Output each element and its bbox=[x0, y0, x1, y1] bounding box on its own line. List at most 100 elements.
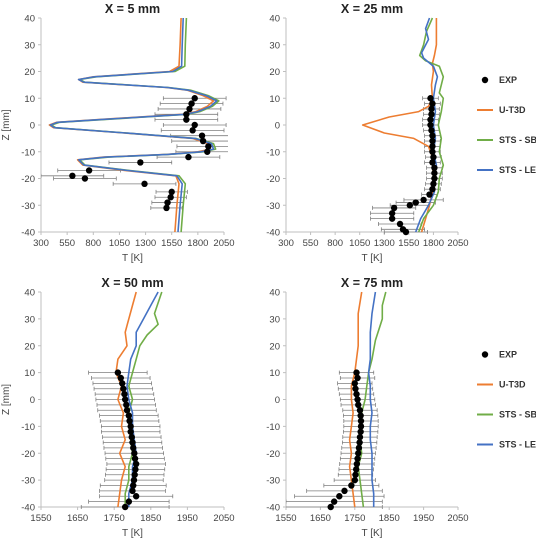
x-tick-label: 1950 bbox=[413, 513, 434, 524]
exp-point bbox=[355, 450, 362, 457]
exp-point bbox=[129, 487, 136, 495]
exp-point bbox=[188, 100, 195, 107]
exp-points bbox=[69, 95, 212, 212]
exp-point bbox=[431, 164, 438, 171]
y-tick-label: -20 bbox=[21, 174, 35, 185]
exp-point bbox=[130, 444, 137, 452]
legend-label: STS - LES bbox=[499, 440, 536, 450]
legend-label: STS - LES bbox=[499, 165, 536, 175]
y-tick-label: -30 bbox=[21, 476, 35, 487]
y-axis-label: Z [mm] bbox=[1, 109, 12, 140]
series-sts-les-line bbox=[126, 291, 159, 507]
exp-point bbox=[128, 433, 135, 441]
series-u-t3d-line bbox=[115, 291, 137, 508]
series-sts-sbes-line bbox=[124, 291, 163, 507]
exp-point bbox=[121, 503, 129, 511]
exp-point bbox=[114, 369, 122, 376]
exp-point bbox=[356, 439, 363, 446]
exp-point bbox=[132, 460, 140, 468]
exp-point bbox=[388, 210, 396, 217]
x-tick-label: 300 bbox=[278, 238, 294, 249]
exp-point bbox=[81, 175, 89, 182]
exp-point bbox=[390, 204, 398, 212]
exp-point bbox=[129, 439, 136, 446]
x-tick-label: 550 bbox=[59, 238, 75, 249]
exp-point bbox=[420, 196, 427, 204]
y-tick-label: -20 bbox=[21, 449, 35, 460]
exp-point bbox=[191, 95, 198, 102]
exp-point bbox=[429, 132, 436, 139]
exp-point bbox=[141, 180, 148, 188]
series-sts-les-line bbox=[367, 291, 377, 507]
exp-point bbox=[119, 380, 126, 387]
panel-2: X = 50 mm -40 -30 -20 -10 0 10 20 30 40 1550 1650 17… bbox=[1, 276, 235, 539]
x-tick-label: 1800 bbox=[187, 238, 208, 249]
x-tick-label: 300 bbox=[33, 238, 49, 249]
x-tick-label: 800 bbox=[85, 238, 101, 249]
y-tick-label: 0 bbox=[275, 395, 280, 406]
y-tick-label: 30 bbox=[24, 314, 35, 325]
exp-point bbox=[353, 390, 360, 398]
exp-point bbox=[427, 121, 434, 129]
y-tick-label: -30 bbox=[266, 201, 280, 212]
x-tick-label: 1950 bbox=[177, 513, 198, 524]
y-tick-label: -30 bbox=[21, 201, 35, 212]
panel-title: X = 75 mm bbox=[341, 276, 403, 290]
exp-point bbox=[126, 417, 133, 425]
x-tick-label: 1550 bbox=[161, 238, 182, 249]
exp-point bbox=[137, 159, 144, 166]
x-tick-label: 1850 bbox=[140, 513, 161, 524]
exp-point bbox=[327, 503, 334, 511]
exp-point bbox=[163, 204, 170, 212]
exp-points bbox=[114, 369, 140, 511]
y-tick-label: 30 bbox=[269, 314, 280, 325]
exp-point bbox=[120, 385, 127, 392]
exp-point bbox=[121, 396, 129, 403]
y-tick-label: 0 bbox=[30, 395, 35, 406]
x-tick-label: 1750 bbox=[104, 513, 125, 524]
exp-point bbox=[198, 132, 206, 139]
x-axis-label: T [K] bbox=[362, 528, 383, 539]
y-tick-label: -10 bbox=[21, 422, 35, 433]
series-sts-sbes-line bbox=[417, 17, 445, 233]
exp-point bbox=[428, 111, 435, 118]
y-tick-label: 10 bbox=[269, 368, 280, 379]
x-axis-label: T [K] bbox=[122, 528, 143, 539]
x-tick-label: 2050 bbox=[447, 238, 468, 249]
exp-point bbox=[427, 116, 434, 123]
exp-point bbox=[431, 169, 438, 177]
panel-0: X = 5 mm -40 -30 -20 -10 0 10 20 30 40 300 550 800 10… bbox=[1, 2, 235, 264]
y-tick-label: -10 bbox=[21, 147, 35, 158]
x-tick-label: 1550 bbox=[30, 513, 51, 524]
exp-point bbox=[352, 466, 360, 473]
error-bars bbox=[286, 370, 385, 509]
exp-point bbox=[125, 498, 133, 505]
exp-point bbox=[127, 428, 134, 435]
y-tick-label: 20 bbox=[269, 341, 280, 352]
exp-point bbox=[353, 460, 361, 468]
panel-1: X = 25 mm -40 -30 -20 -10 0 10 20 30 40 300 550 800 1… bbox=[266, 2, 536, 264]
x-axis-label: T [K] bbox=[122, 253, 143, 264]
exp-point bbox=[426, 191, 433, 198]
exp-point bbox=[396, 220, 404, 228]
exp-point bbox=[355, 401, 362, 409]
exp-point bbox=[354, 396, 361, 403]
panel-title: X = 25 mm bbox=[341, 2, 403, 16]
exp-point bbox=[406, 202, 414, 209]
exp-point bbox=[351, 476, 358, 484]
legend-marker-exp bbox=[481, 76, 489, 84]
exp-point bbox=[354, 374, 361, 382]
exp-point bbox=[123, 407, 131, 414]
x-tick-label: 1300 bbox=[374, 238, 395, 249]
x-tick-label: 1050 bbox=[109, 238, 130, 249]
exp-point bbox=[131, 471, 138, 478]
x-tick-label: 1800 bbox=[423, 238, 444, 249]
legend-label: EXP bbox=[499, 350, 517, 360]
exp-point bbox=[117, 374, 124, 382]
exp-point bbox=[341, 487, 348, 495]
exp-point bbox=[185, 153, 192, 161]
y-tick-label: 20 bbox=[24, 67, 35, 78]
exp-point bbox=[183, 116, 190, 123]
x-tick-label: 1750 bbox=[344, 513, 365, 524]
